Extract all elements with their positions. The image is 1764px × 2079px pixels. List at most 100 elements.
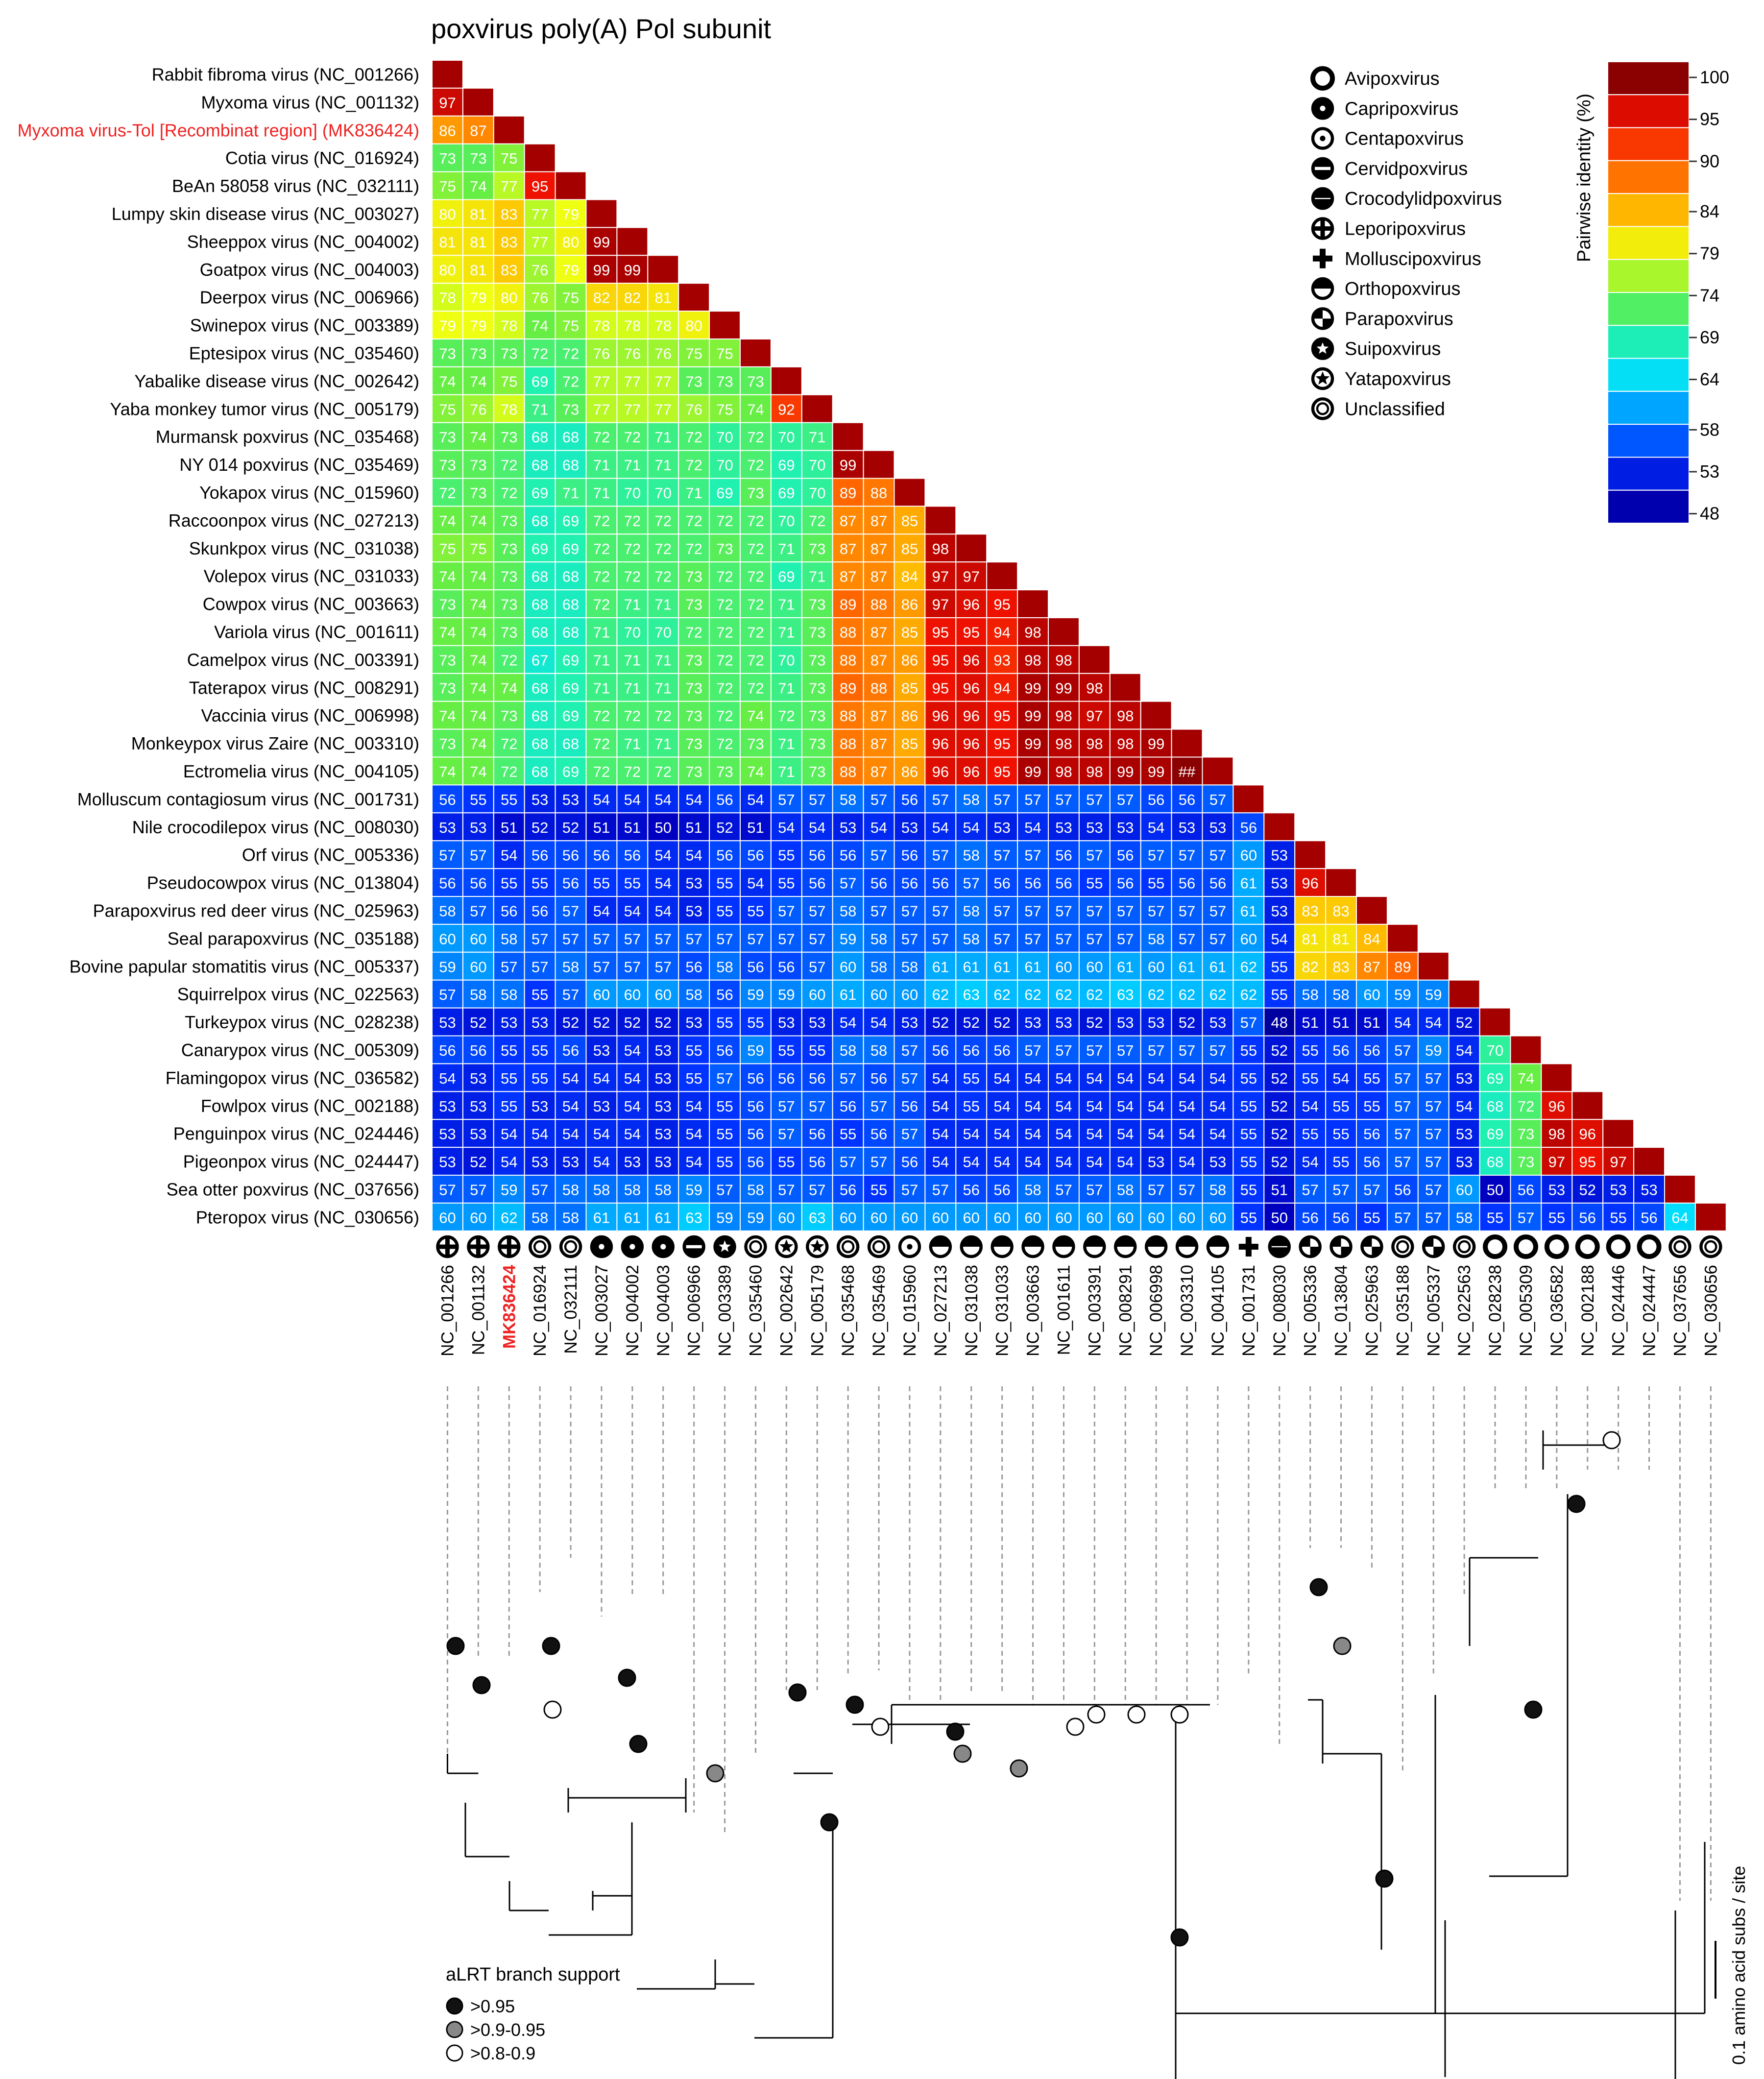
heat-cell bbox=[1140, 1147, 1172, 1176]
cell-value: 74 bbox=[439, 568, 456, 585]
cell-value: 55 bbox=[1332, 1098, 1349, 1115]
legend-label: Suipoxvirus bbox=[1345, 339, 1441, 360]
heat-cell bbox=[678, 506, 710, 535]
column-label: NC_002188 bbox=[1578, 1265, 1597, 1356]
cell-value: 56 bbox=[993, 1042, 1010, 1059]
heat-cell bbox=[1202, 923, 1234, 953]
heat-cell bbox=[647, 1063, 679, 1092]
column-label: NC_013804 bbox=[1332, 1265, 1351, 1356]
cell-value: 55 bbox=[809, 1042, 825, 1059]
icon-star bbox=[779, 1239, 794, 1253]
cell-value: 85 bbox=[901, 624, 918, 641]
cell-value: 95 bbox=[932, 652, 949, 669]
cell-value: 55 bbox=[778, 1042, 795, 1059]
diagonal-cell bbox=[1325, 868, 1357, 897]
cell-value: 53 bbox=[562, 1154, 579, 1171]
cell-value: 52 bbox=[963, 1014, 980, 1031]
cell-value: 53 bbox=[901, 1014, 918, 1031]
cell-value: 52 bbox=[1271, 1154, 1288, 1171]
column-label: NC_005309 bbox=[1517, 1265, 1536, 1356]
cell-value: 99 bbox=[1024, 679, 1041, 697]
heat-cell bbox=[1078, 1147, 1111, 1176]
heat-cell bbox=[801, 1091, 833, 1120]
heat-cell bbox=[863, 756, 895, 786]
icon-half bbox=[1023, 1237, 1043, 1247]
cell-value: 57 bbox=[593, 958, 610, 975]
cell-value: 56 bbox=[1518, 1181, 1534, 1198]
cell-value: 54 bbox=[562, 1070, 579, 1087]
cell-value: 54 bbox=[1425, 1014, 1442, 1031]
heat-cell bbox=[462, 561, 494, 591]
heat-cell bbox=[555, 1202, 587, 1232]
column-label: NC_008030 bbox=[1270, 1265, 1289, 1356]
heat-cell bbox=[1171, 1091, 1203, 1120]
heat-cell bbox=[585, 1035, 618, 1064]
heat-cell bbox=[740, 450, 772, 479]
heat-cell bbox=[1417, 1063, 1450, 1092]
cell-value: 73 bbox=[747, 484, 764, 502]
genus-icon bbox=[1311, 187, 1334, 210]
cell-value: 96 bbox=[932, 707, 949, 725]
cell-value: 73 bbox=[685, 763, 702, 780]
cell-value: 53 bbox=[655, 1098, 672, 1115]
cell-value: 54 bbox=[932, 1126, 949, 1143]
cell-value: 57 bbox=[932, 1181, 949, 1198]
cell-value: 57 bbox=[1179, 1042, 1195, 1059]
heat-cell bbox=[924, 1063, 957, 1092]
cell-value: 54 bbox=[993, 1098, 1010, 1115]
cell-value: 55 bbox=[1302, 1070, 1318, 1087]
cell-value: 79 bbox=[439, 317, 456, 335]
heat-cell bbox=[432, 1202, 463, 1232]
cell-value: 74 bbox=[532, 317, 548, 335]
heat-cell bbox=[678, 1091, 710, 1120]
row-label: Pigeonpox virus (NC_024447) bbox=[183, 1152, 419, 1172]
cell-value: 71 bbox=[532, 401, 548, 418]
cell-value: 75 bbox=[470, 540, 486, 557]
cell-value: 97 bbox=[963, 568, 980, 585]
cell-value: 56 bbox=[1055, 847, 1072, 864]
cell-value: 54 bbox=[1086, 1098, 1103, 1115]
heat-cell bbox=[1294, 979, 1327, 1009]
cell-value: 56 bbox=[993, 875, 1010, 892]
heat-cell bbox=[894, 673, 926, 702]
cell-value: 71 bbox=[809, 429, 825, 446]
heat-cell bbox=[524, 1119, 556, 1148]
cell-value: 96 bbox=[963, 763, 980, 780]
heat-cell bbox=[1140, 1202, 1172, 1232]
genus-icon bbox=[1452, 1235, 1476, 1258]
colorbar-segment bbox=[1607, 94, 1690, 128]
heat-cell bbox=[1633, 1175, 1666, 1204]
cell-value: 57 bbox=[901, 1181, 918, 1198]
cell-value: 57 bbox=[778, 1098, 795, 1115]
cell-value: 95 bbox=[993, 707, 1010, 725]
cell-value: 55 bbox=[747, 1014, 764, 1031]
cell-value: 74 bbox=[470, 652, 486, 669]
cell-value: 60 bbox=[1240, 847, 1257, 864]
heat-cell bbox=[955, 617, 988, 646]
cell-value: 52 bbox=[562, 819, 579, 836]
heat-cell bbox=[894, 1035, 926, 1064]
heat-cell bbox=[894, 979, 926, 1009]
cell-value: 85 bbox=[901, 679, 918, 697]
heat-cell bbox=[740, 589, 772, 618]
heat-cell bbox=[1386, 1119, 1419, 1148]
cell-value: 81 bbox=[655, 290, 672, 307]
genus-icon bbox=[898, 1235, 921, 1258]
cell-value: 63 bbox=[963, 986, 980, 1003]
heat-cell bbox=[616, 951, 649, 981]
cell-value: 54 bbox=[1302, 1154, 1318, 1171]
heat-cell bbox=[1541, 1202, 1573, 1232]
cell-value: 56 bbox=[809, 1154, 825, 1171]
cell-value: 68 bbox=[532, 512, 548, 530]
cell-value: 54 bbox=[685, 847, 702, 864]
column-label: NC_005337 bbox=[1424, 1265, 1443, 1356]
icon-cross bbox=[499, 1237, 519, 1257]
cell-value: 69 bbox=[562, 540, 579, 557]
cell-value: 57 bbox=[932, 930, 949, 947]
heat-cell bbox=[1263, 1202, 1296, 1232]
cell-value: 61 bbox=[1240, 902, 1257, 919]
cell-value: 72 bbox=[716, 624, 733, 641]
heat-cell bbox=[524, 366, 556, 395]
heat-cell bbox=[863, 673, 895, 702]
cell-value: 54 bbox=[1055, 1098, 1072, 1115]
